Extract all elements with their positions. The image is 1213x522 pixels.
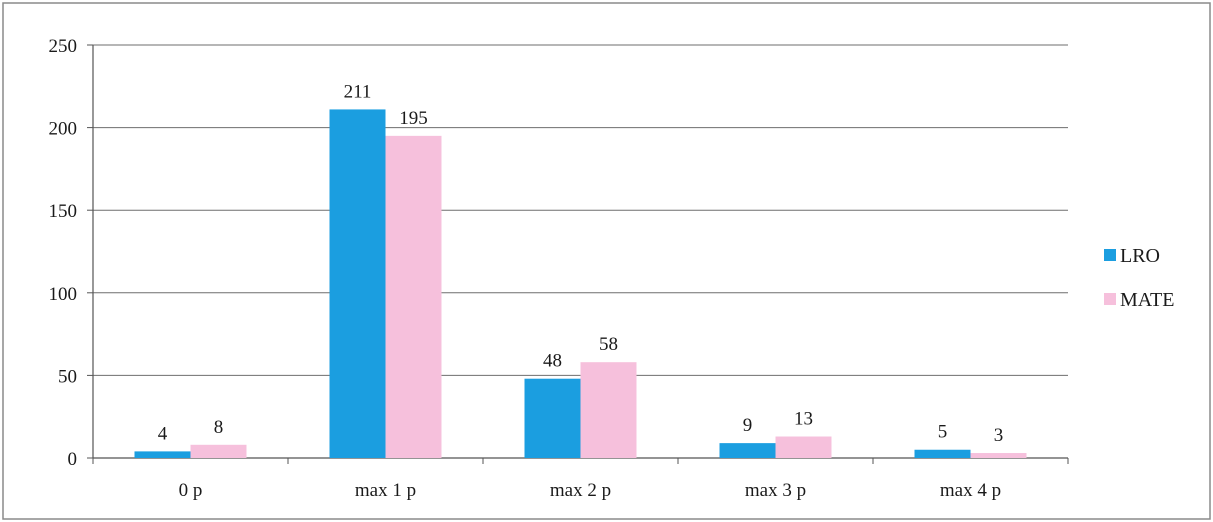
bar-lro [524, 378, 581, 458]
bar-lro [719, 443, 776, 458]
category-labels: 0 p max 1 p max 2 p max 3 p max 4 p [179, 480, 1001, 501]
data-label: 4 [158, 423, 168, 444]
bar-mate [970, 453, 1027, 458]
legend: LRO MATE [1104, 245, 1174, 311]
data-label: 9 [743, 415, 753, 436]
data-label: 3 [994, 425, 1004, 446]
y-tick-label: 100 [49, 284, 78, 305]
data-label: 195 [399, 108, 428, 129]
legend-swatch-mate [1104, 293, 1116, 305]
data-label: 8 [214, 417, 224, 438]
bar-lro [914, 449, 971, 458]
data-label: 211 [344, 81, 372, 102]
data-label: 58 [599, 334, 618, 355]
bar-lro [134, 451, 191, 458]
y-tick-label: 50 [58, 366, 77, 387]
bar-mate [385, 135, 442, 459]
category-label: max 4 p [940, 480, 1001, 501]
category-label: 0 p [179, 480, 203, 501]
data-label: 5 [938, 422, 948, 443]
legend-swatch-lro [1104, 249, 1116, 261]
category-label: max 3 p [745, 480, 806, 501]
bars [134, 109, 1027, 459]
y-tick-label: 200 [49, 119, 78, 140]
bar-mate [190, 444, 247, 458]
y-axis-ticks: 0 50 100 150 200 250 [49, 36, 93, 470]
bar-lro [329, 109, 386, 458]
gridlines [93, 44, 1068, 376]
category-label: max 1 p [355, 480, 416, 501]
y-tick-label: 0 [68, 449, 78, 470]
legend-label: LRO [1120, 245, 1160, 267]
bar-mate [775, 436, 832, 458]
y-tick-label: 150 [49, 201, 78, 222]
data-label: 13 [794, 409, 813, 430]
data-label: 48 [543, 351, 562, 372]
legend-label: MATE [1120, 289, 1174, 311]
category-label: max 2 p [550, 480, 611, 501]
y-tick-label: 250 [49, 36, 78, 57]
bar-mate [580, 362, 637, 458]
